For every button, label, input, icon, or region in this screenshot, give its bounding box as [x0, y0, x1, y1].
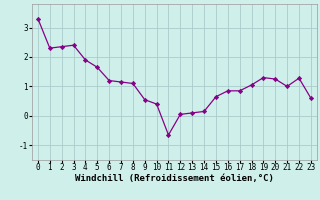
X-axis label: Windchill (Refroidissement éolien,°C): Windchill (Refroidissement éolien,°C) — [75, 174, 274, 183]
